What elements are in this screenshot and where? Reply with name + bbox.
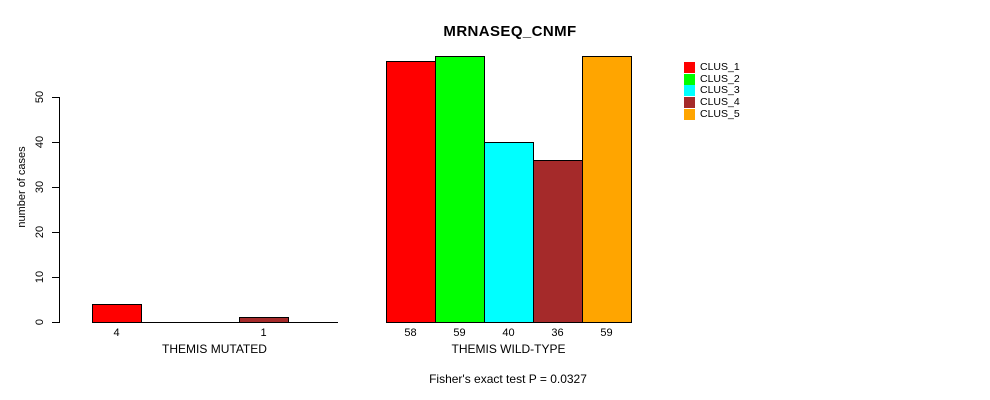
y-tick-label: 40 — [34, 135, 46, 149]
legend-label: CLUS_1 — [700, 61, 740, 74]
bar-clus_4 — [533, 160, 583, 323]
legend-swatch — [684, 73, 695, 85]
y-tick-label: 50 — [34, 90, 46, 104]
chart-title: MRNASEQ_CNMF — [443, 23, 577, 40]
y-axis-tick — [52, 322, 59, 323]
legend-swatch — [684, 62, 695, 74]
bar-value-label: 4 — [113, 327, 120, 339]
group-baseline — [92, 322, 338, 323]
y-axis-tick — [52, 97, 59, 98]
legend-item: CLUS_2 — [684, 72, 740, 86]
legend-label: CLUS_2 — [700, 72, 740, 85]
legend-item: CLUS_5 — [684, 108, 740, 120]
bar-value-label: 59 — [600, 327, 613, 339]
y-axis-tick — [52, 187, 59, 188]
bar-clus_1 — [92, 304, 142, 323]
y-axis — [59, 97, 60, 323]
legend-item: CLUS_1 — [684, 62, 740, 74]
y-tick-label: 10 — [34, 270, 46, 284]
category-label: THEMIS WILD-TYPE — [451, 342, 566, 356]
legend-label: CLUS_3 — [700, 84, 740, 97]
legend-swatch — [684, 85, 695, 97]
y-tick-label: 30 — [34, 180, 46, 194]
bar-clus_1 — [386, 61, 436, 323]
bar-value-label: 1 — [260, 327, 267, 339]
legend-label: CLUS_5 — [700, 107, 740, 120]
legend-swatch — [684, 97, 695, 109]
y-tick-label: 0 — [34, 318, 46, 326]
bar-value-label: 36 — [551, 327, 564, 339]
legend-swatch — [684, 108, 695, 120]
y-axis-tick — [52, 232, 59, 233]
bar-value-label: 59 — [453, 327, 466, 339]
y-axis-tick — [52, 277, 59, 278]
y-axis-tick — [52, 142, 59, 143]
bar-value-label: 58 — [404, 327, 417, 339]
annotation-text: Fisher's exact test P = 0.0327 — [429, 372, 587, 386]
legend: CLUS_1 CLUS_2 CLUS_3 CLUS_4 CLUS_5 — [684, 62, 740, 120]
legend-item: CLUS_4 — [684, 97, 740, 109]
legend-item: CLUS_3 — [684, 85, 740, 97]
bar-clus_3 — [484, 142, 534, 323]
y-tick-label: 20 — [34, 225, 46, 239]
bar-clus_2 — [435, 56, 485, 323]
category-label: THEMIS MUTATED — [162, 342, 267, 356]
legend-label: CLUS_4 — [700, 96, 740, 109]
bar-clus_4 — [239, 317, 289, 323]
bar-value-label: 40 — [502, 327, 515, 339]
bar-clus_5 — [582, 56, 632, 323]
